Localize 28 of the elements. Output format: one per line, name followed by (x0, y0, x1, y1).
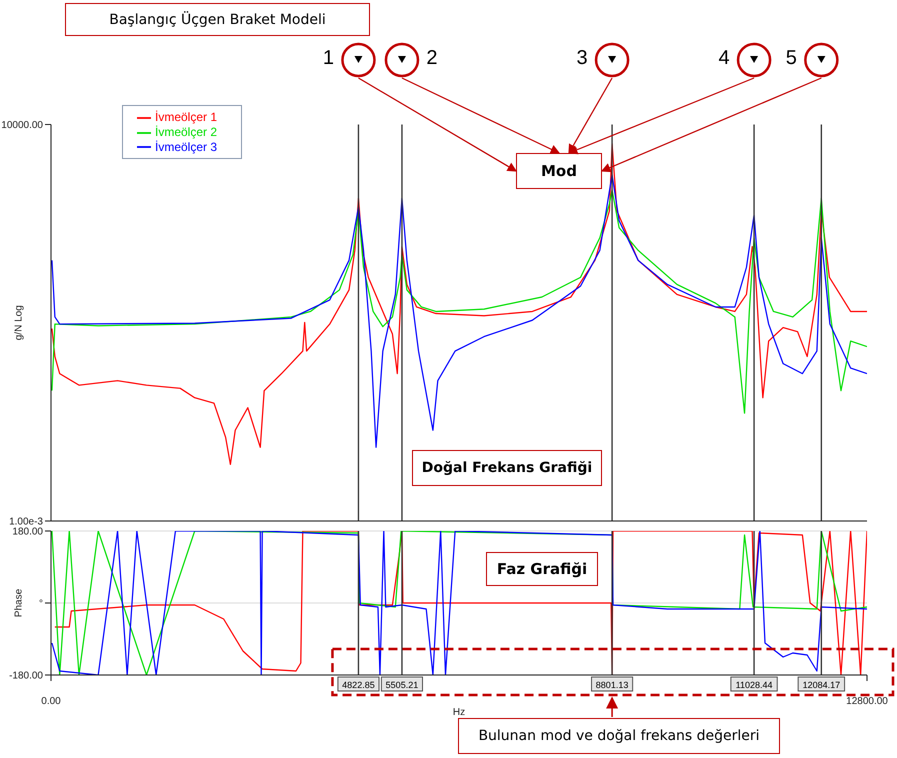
x-axis-title: Hz (452, 707, 466, 718)
y-axis-title: g/N Log (14, 305, 25, 340)
text: 4 (718, 47, 730, 69)
ref-line-label: 8801.13 (596, 680, 628, 690)
y-tick-label: 1.00e-3 (9, 516, 44, 528)
text: 2 (426, 47, 438, 69)
text: 3 (576, 47, 588, 69)
chart-title: Başlangıç Üçgen Braket Modeli (65, 3, 370, 36)
x-tick-label: 0.00 (41, 696, 62, 708)
y-tick-label: 10000.00 (1, 120, 44, 132)
y-axis-title: Phase (14, 588, 25, 618)
annotation: Doğal Frekans Grafiği (412, 450, 602, 486)
text: 5 (786, 47, 797, 69)
annotation: Faz Grafiği (486, 552, 598, 586)
y-tick-label: -180.00 (9, 670, 44, 682)
text: 1 (322, 47, 334, 69)
ref-line-label: 12084.17 (802, 680, 840, 690)
legend-label: İvmeölçer 3 (155, 140, 218, 154)
y-tick-label: ° (39, 598, 43, 610)
ref-line-label: 5505.21 (386, 680, 418, 690)
ref-line-label: 11028.44 (736, 680, 772, 690)
text: Bulunan mod ve doğal frekans değerleri (458, 718, 780, 754)
x-tick-label: 12800.00 (846, 696, 888, 708)
legend-label: İvmeölçer 2 (155, 124, 218, 139)
y-tick-label: 180.00 (12, 526, 44, 538)
ref-line-label: 4822.85 (342, 680, 375, 690)
annotation: Mod (516, 153, 602, 189)
legend-label: İvmeölçer 1 (155, 110, 218, 124)
